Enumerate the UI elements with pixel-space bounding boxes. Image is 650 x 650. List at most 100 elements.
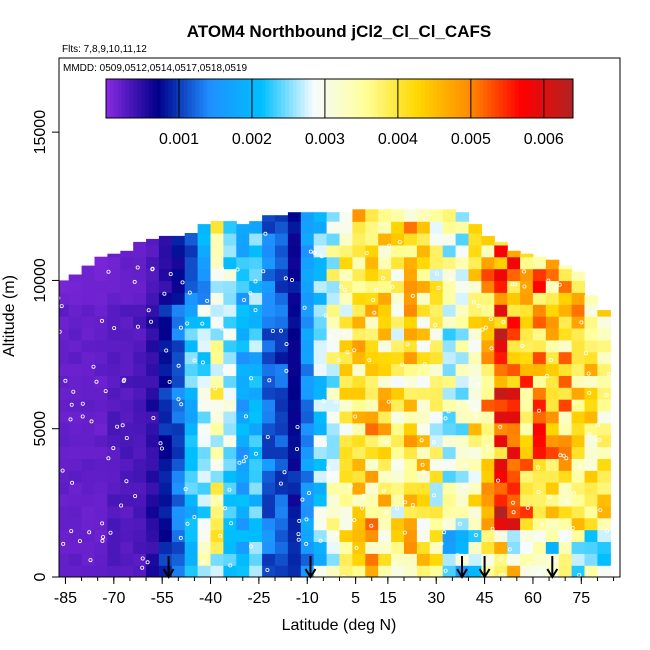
heatmap-cell <box>59 304 70 317</box>
heatmap-cell <box>94 327 108 341</box>
heatmap-cell <box>59 399 70 412</box>
heatmap-cell <box>210 505 224 519</box>
heatmap-cell <box>107 517 121 531</box>
heatmap-cell <box>545 387 560 400</box>
heatmap-cell <box>326 482 341 495</box>
sample-point <box>158 441 163 446</box>
sample-point <box>71 389 76 394</box>
heatmap-cell <box>81 494 96 507</box>
heatmap-cell <box>455 375 470 388</box>
heatmap-cell <box>133 256 147 270</box>
heatmap-cell <box>133 375 147 388</box>
heatmap-cell <box>352 268 366 282</box>
heatmap-cell <box>120 458 134 471</box>
heatmap-cell <box>507 482 521 495</box>
heatmap-cell <box>545 268 560 282</box>
heatmap-cell <box>584 363 598 376</box>
heatmap-cell <box>236 244 250 258</box>
heatmap-cell <box>507 304 521 317</box>
heatmap-cell <box>184 410 199 424</box>
heatmap-cell <box>442 482 457 495</box>
heatmap-cell <box>249 422 263 436</box>
sample-point <box>253 308 258 313</box>
heatmap-cell <box>197 434 212 448</box>
heatmap-cell <box>507 316 521 329</box>
sample-point <box>536 465 541 470</box>
heatmap-cell <box>520 505 534 519</box>
heatmap-cell <box>94 553 108 566</box>
heatmap-cell <box>404 280 418 293</box>
heatmap-cell <box>520 446 534 459</box>
heatmap-cell <box>275 327 289 341</box>
heatmap-cell <box>300 458 315 471</box>
heatmap-cell <box>391 280 405 293</box>
heatmap-cell <box>300 304 315 317</box>
y-tick-label: 5000 <box>32 411 49 447</box>
heatmap-cell <box>300 327 315 341</box>
heatmap-cell <box>558 458 573 471</box>
colorbar-segment <box>269 79 274 118</box>
heatmap-cell <box>171 494 186 507</box>
heatmap-cell <box>94 399 108 412</box>
heatmap-cell <box>68 304 83 317</box>
heatmap-cell <box>429 209 444 222</box>
heatmap-cell <box>197 387 212 400</box>
heatmap-cell <box>494 256 508 270</box>
heatmap-cell <box>404 339 418 353</box>
heatmap-cell <box>404 470 418 483</box>
colorbar-segment <box>456 79 461 118</box>
heatmap-cell <box>223 565 237 577</box>
heatmap-cell <box>223 363 237 376</box>
sample-point <box>587 431 592 436</box>
heatmap-column <box>326 212 341 577</box>
colorbar-segment <box>487 79 492 118</box>
heatmap-cell <box>326 292 341 305</box>
colorbar-segment <box>409 79 414 118</box>
heatmap-cell <box>520 399 534 412</box>
heatmap-cell <box>352 339 366 353</box>
sample-point <box>403 500 408 505</box>
heatmap-cell <box>558 553 573 566</box>
heatmap-cell <box>300 541 315 554</box>
heatmap-cell <box>262 339 276 353</box>
heatmap-cell <box>313 304 328 317</box>
heatmap-cell <box>442 280 457 293</box>
heatmap-cell <box>507 375 521 388</box>
sample-point <box>179 402 184 407</box>
heatmap-cell <box>520 256 534 270</box>
heatmap-cell <box>275 553 289 566</box>
sample-point <box>372 310 377 315</box>
heatmap-cell <box>133 339 147 353</box>
sample-point <box>400 362 405 367</box>
colorbar-segment <box>296 79 301 118</box>
heatmap-cell <box>236 494 250 507</box>
heatmap-cell <box>262 363 276 376</box>
heatmap-cell <box>210 268 224 282</box>
heatmap-cell <box>197 280 212 293</box>
heatmap-cell <box>223 470 237 483</box>
heatmap-cell <box>133 470 147 483</box>
heatmap-cell <box>287 292 302 305</box>
heatmap-cell <box>455 494 470 507</box>
sample-point <box>587 390 592 395</box>
heatmap-cell <box>352 375 366 388</box>
heatmap-cell <box>300 233 315 246</box>
sample-point <box>213 386 218 391</box>
heatmap-cell <box>249 244 263 258</box>
heatmap-cell <box>223 458 237 471</box>
heatmap-cell <box>545 339 560 353</box>
heatmap-cell <box>416 410 431 424</box>
heatmap-cell <box>442 434 457 448</box>
heatmap-cell <box>468 327 482 341</box>
heatmap-cell <box>249 399 263 412</box>
heatmap-cell <box>59 351 70 365</box>
heatmap-cell <box>236 375 250 388</box>
heatmap-cell <box>558 410 573 424</box>
heatmap-cell <box>146 304 160 317</box>
heatmap-cell <box>558 268 573 282</box>
colorbar-segment <box>510 79 516 118</box>
heatmap-cell <box>520 482 534 495</box>
heatmap-cell <box>404 268 418 282</box>
heatmap-cell <box>545 458 560 471</box>
sample-point <box>100 538 105 543</box>
